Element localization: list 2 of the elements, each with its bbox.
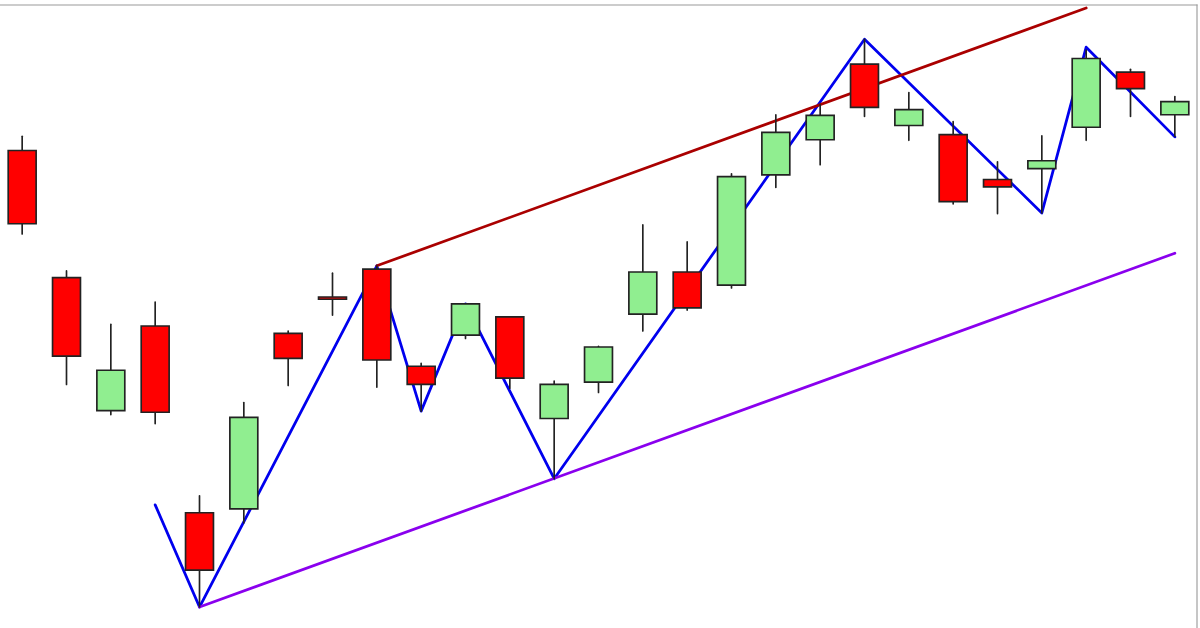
candlestick <box>1027 134 1057 214</box>
candlestick <box>317 272 348 317</box>
